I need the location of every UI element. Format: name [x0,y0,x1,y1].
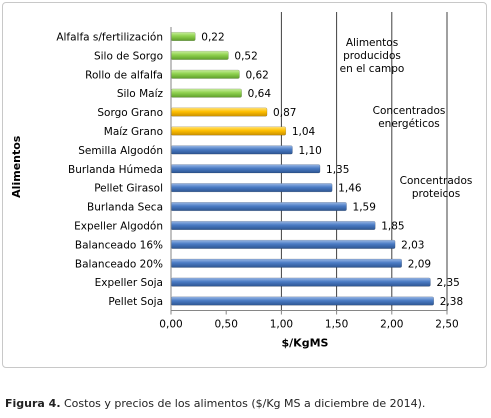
bar-1 [170,50,229,60]
category-label-13: Expeller Soja [95,277,163,289]
category-label-8: Pellet Girasol [94,183,163,195]
annotation-0: Alimentos producidos en el campo [340,37,405,75]
caption-label: Figura 4. [5,397,61,410]
bar-7 [170,164,321,174]
caption-text: Costos y precios de los alimentos ($/Kg … [64,397,426,410]
annotation-1: Concentrados energéticos [373,105,446,130]
x-tick-label-0: 0,00 [159,319,182,331]
bar-13 [170,277,431,287]
x-tick-label-3: 1,50 [325,319,348,331]
bar-chart: 0,22 0,52 0,62 0,640,87 1,04 1,10 1,35 1,46 1,59… [10,12,473,350]
value-label-9: 1,59 [353,202,376,214]
category-label-2: Rollo de alfalfa [85,69,163,81]
x-tick-label-2: 1,00 [270,319,293,331]
x-tick-label-1: 0,50 [215,319,238,331]
value-label-2: 0,62 [245,69,268,81]
x-axis-title: $/KgMS [282,337,329,350]
bar-8 [170,183,333,193]
bar-6 [170,145,293,155]
value-label-0: 0,22 [201,31,224,43]
bar-12 [170,258,402,268]
category-label-7: Burlanda Húmeda [68,164,163,176]
bar-10 [170,220,376,230]
bar-2 [170,69,240,79]
bar-11 [170,239,396,249]
bar-4 [170,107,268,117]
value-label-5: 1,04 [292,126,316,138]
value-label-10: 1,85 [381,220,404,232]
value-label-3: 0,64 [248,88,272,100]
value-label-6: 1,10 [298,145,321,157]
category-label-14: Pellet Soja [108,296,163,308]
bar-14 [170,296,435,306]
bar-0 [170,31,196,41]
category-label-11: Balanceado 16% [75,239,163,251]
value-label-12: 2,09 [408,258,431,270]
category-label-6: Semilla Algodón [78,145,163,157]
value-label-1: 0,52 [234,50,257,62]
x-tick-label-5: 2,50 [435,319,458,331]
category-label-3: Silo Maíz [117,88,164,100]
value-label-4: 0,87 [273,107,296,119]
bar-5 [170,126,287,136]
value-label-13: 2,35 [436,277,459,289]
category-label-4: Sorgo Grano [97,107,163,119]
value-label-7: 1,35 [326,164,349,176]
x-tick-label-4: 2,00 [380,319,403,331]
bar-9 [170,202,347,212]
annotation-2: Concentrados proteicos [400,175,473,200]
value-label-8: 1,46 [338,183,362,195]
bar-3 [170,88,242,98]
value-label-14: 2,38 [440,296,463,308]
category-label-12: Balanceado 20% [75,258,163,270]
category-label-0: Alfalfa s/fertilización [56,31,163,43]
category-label-10: Expeller Algodón [74,220,163,232]
figure-caption: Figura 4. Costos y precios de los alimen… [5,397,485,410]
category-label-9: Burlanda Seca [87,202,163,214]
category-label-5: Maíz Grano [104,126,163,138]
value-label-11: 2,03 [401,239,424,251]
y-axis-title: Alimentos [10,135,23,198]
category-label-1: Silo de Sorgo [94,50,163,62]
